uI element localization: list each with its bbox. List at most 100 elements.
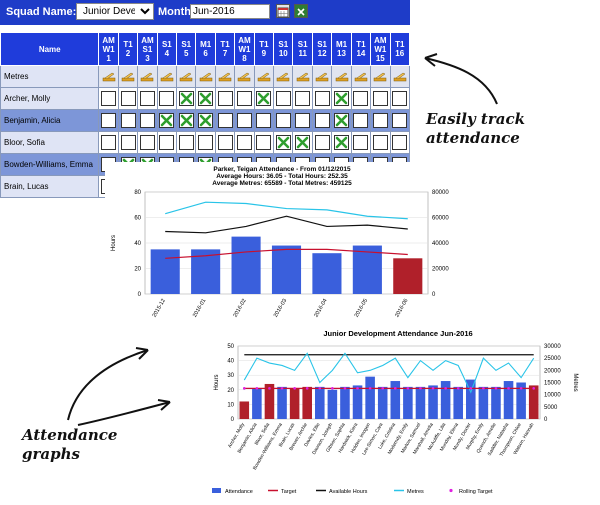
edit-metres-icon[interactable] xyxy=(354,72,368,82)
attendance-checkbox[interactable] xyxy=(101,91,117,106)
metres-entry-cell[interactable] xyxy=(253,65,275,88)
attendance-cell[interactable] xyxy=(176,87,197,110)
attendance-checkbox[interactable] xyxy=(392,91,408,106)
attendance-cell[interactable] xyxy=(311,109,333,132)
metres-entry-cell[interactable] xyxy=(214,65,236,88)
attendance-cell[interactable] xyxy=(137,87,158,110)
attendance-cell[interactable] xyxy=(331,109,352,132)
attendance-checkbox[interactable] xyxy=(314,135,330,150)
attendance-cell[interactable] xyxy=(176,131,197,154)
metres-entry-cell[interactable] xyxy=(195,65,216,88)
attendance-cell[interactable] xyxy=(98,131,119,154)
swimmer-name[interactable]: Archer, Molly xyxy=(0,87,100,110)
attendance-cell[interactable] xyxy=(98,153,119,176)
attendance-checkbox[interactable] xyxy=(101,135,117,150)
attendance-checkbox[interactable] xyxy=(392,135,408,150)
edit-metres-icon[interactable] xyxy=(179,72,193,82)
attendance-checkbox[interactable] xyxy=(392,113,408,128)
attendance-checkbox[interactable] xyxy=(256,135,272,150)
attendance-checkbox[interactable] xyxy=(236,91,252,106)
attendance-cell[interactable] xyxy=(350,131,372,154)
metres-entry-cell[interactable] xyxy=(370,65,391,88)
attended-check-icon[interactable] xyxy=(159,113,175,128)
attendance-checkbox[interactable] xyxy=(120,113,136,128)
attended-check-icon[interactable] xyxy=(275,135,291,150)
attendance-cell[interactable] xyxy=(117,109,139,132)
attendance-cell[interactable] xyxy=(311,87,333,110)
swimmer-name[interactable]: Benjamin, Alicia xyxy=(0,109,100,132)
edit-metres-icon[interactable] xyxy=(121,72,135,82)
month-input[interactable] xyxy=(190,4,270,19)
attendance-cell[interactable] xyxy=(98,87,119,110)
attendance-cell[interactable] xyxy=(156,131,178,154)
attendance-cell[interactable] xyxy=(370,87,391,110)
attended-check-icon[interactable] xyxy=(334,91,349,106)
attendance-cell[interactable] xyxy=(350,109,372,132)
attendance-cell[interactable] xyxy=(253,131,275,154)
attended-check-icon[interactable] xyxy=(178,113,194,128)
attendance-cell[interactable] xyxy=(331,131,352,154)
attendance-cell[interactable] xyxy=(195,131,216,154)
attendance-cell[interactable] xyxy=(273,87,294,110)
attendance-checkbox[interactable] xyxy=(372,91,388,106)
attendance-checkbox[interactable] xyxy=(198,135,214,150)
edit-metres-icon[interactable] xyxy=(160,72,174,82)
metres-entry-cell[interactable] xyxy=(331,65,352,88)
attendance-cell[interactable] xyxy=(234,109,255,132)
attendance-cell[interactable] xyxy=(389,109,410,132)
metres-entry-cell[interactable] xyxy=(117,65,139,88)
edit-metres-icon[interactable] xyxy=(296,72,310,82)
metres-entry-cell[interactable] xyxy=(98,65,119,88)
edit-metres-icon[interactable] xyxy=(237,72,251,82)
attendance-cell[interactable] xyxy=(292,131,313,154)
edit-metres-icon[interactable] xyxy=(218,72,232,82)
attendance-checkbox[interactable] xyxy=(372,113,388,128)
metres-entry-cell[interactable] xyxy=(273,65,294,88)
attendance-checkbox[interactable] xyxy=(217,135,233,150)
attendance-cell[interactable] xyxy=(117,131,139,154)
edit-metres-icon[interactable] xyxy=(373,72,387,82)
attendance-checkbox[interactable] xyxy=(372,135,388,150)
attendance-cell[interactable] xyxy=(331,87,352,110)
swimmer-name[interactable]: Brain, Lucas xyxy=(0,175,100,198)
metres-entry-cell[interactable] xyxy=(137,65,158,88)
attendance-cell[interactable] xyxy=(117,87,139,110)
attendance-cell[interactable] xyxy=(156,109,178,132)
metres-entry-cell[interactable] xyxy=(156,65,178,88)
edit-metres-icon[interactable] xyxy=(335,72,349,82)
attendance-cell[interactable] xyxy=(176,109,197,132)
attendance-checkbox[interactable] xyxy=(236,135,252,150)
metres-entry-cell[interactable] xyxy=(176,65,197,88)
swimmer-name[interactable]: Bloor, Sofia xyxy=(0,131,100,154)
edit-metres-icon[interactable] xyxy=(199,72,213,82)
edit-metres-icon[interactable] xyxy=(276,72,290,82)
attendance-cell[interactable] xyxy=(156,87,178,110)
attendance-cell[interactable] xyxy=(370,109,391,132)
attendance-checkbox[interactable] xyxy=(139,135,155,150)
attendance-checkbox[interactable] xyxy=(295,91,311,106)
attendance-cell[interactable] xyxy=(389,87,410,110)
attendance-checkbox[interactable] xyxy=(295,113,311,128)
attendance-cell[interactable] xyxy=(350,87,372,110)
edit-metres-icon[interactable] xyxy=(393,72,407,82)
calendar-icon[interactable] xyxy=(276,4,290,18)
metres-entry-cell[interactable] xyxy=(389,65,410,88)
attendance-checkbox[interactable] xyxy=(159,91,175,106)
attendance-cell[interactable] xyxy=(234,131,255,154)
attendance-cell[interactable] xyxy=(253,87,275,110)
attendance-cell[interactable] xyxy=(137,131,158,154)
attendance-checkbox[interactable] xyxy=(178,135,194,150)
attendance-cell[interactable] xyxy=(292,109,313,132)
attendance-cell[interactable] xyxy=(253,109,275,132)
attended-check-icon[interactable] xyxy=(334,113,349,128)
attendance-cell[interactable] xyxy=(195,109,216,132)
metres-entry-cell[interactable] xyxy=(350,65,372,88)
edit-metres-icon[interactable] xyxy=(257,72,271,82)
edit-metres-icon[interactable] xyxy=(140,72,154,82)
attendance-cell[interactable] xyxy=(137,109,158,132)
attendance-cell[interactable] xyxy=(292,87,313,110)
metres-entry-cell[interactable] xyxy=(234,65,255,88)
attendance-cell[interactable] xyxy=(214,131,236,154)
attendance-checkbox[interactable] xyxy=(353,91,369,106)
attendance-checkbox[interactable] xyxy=(314,113,330,128)
